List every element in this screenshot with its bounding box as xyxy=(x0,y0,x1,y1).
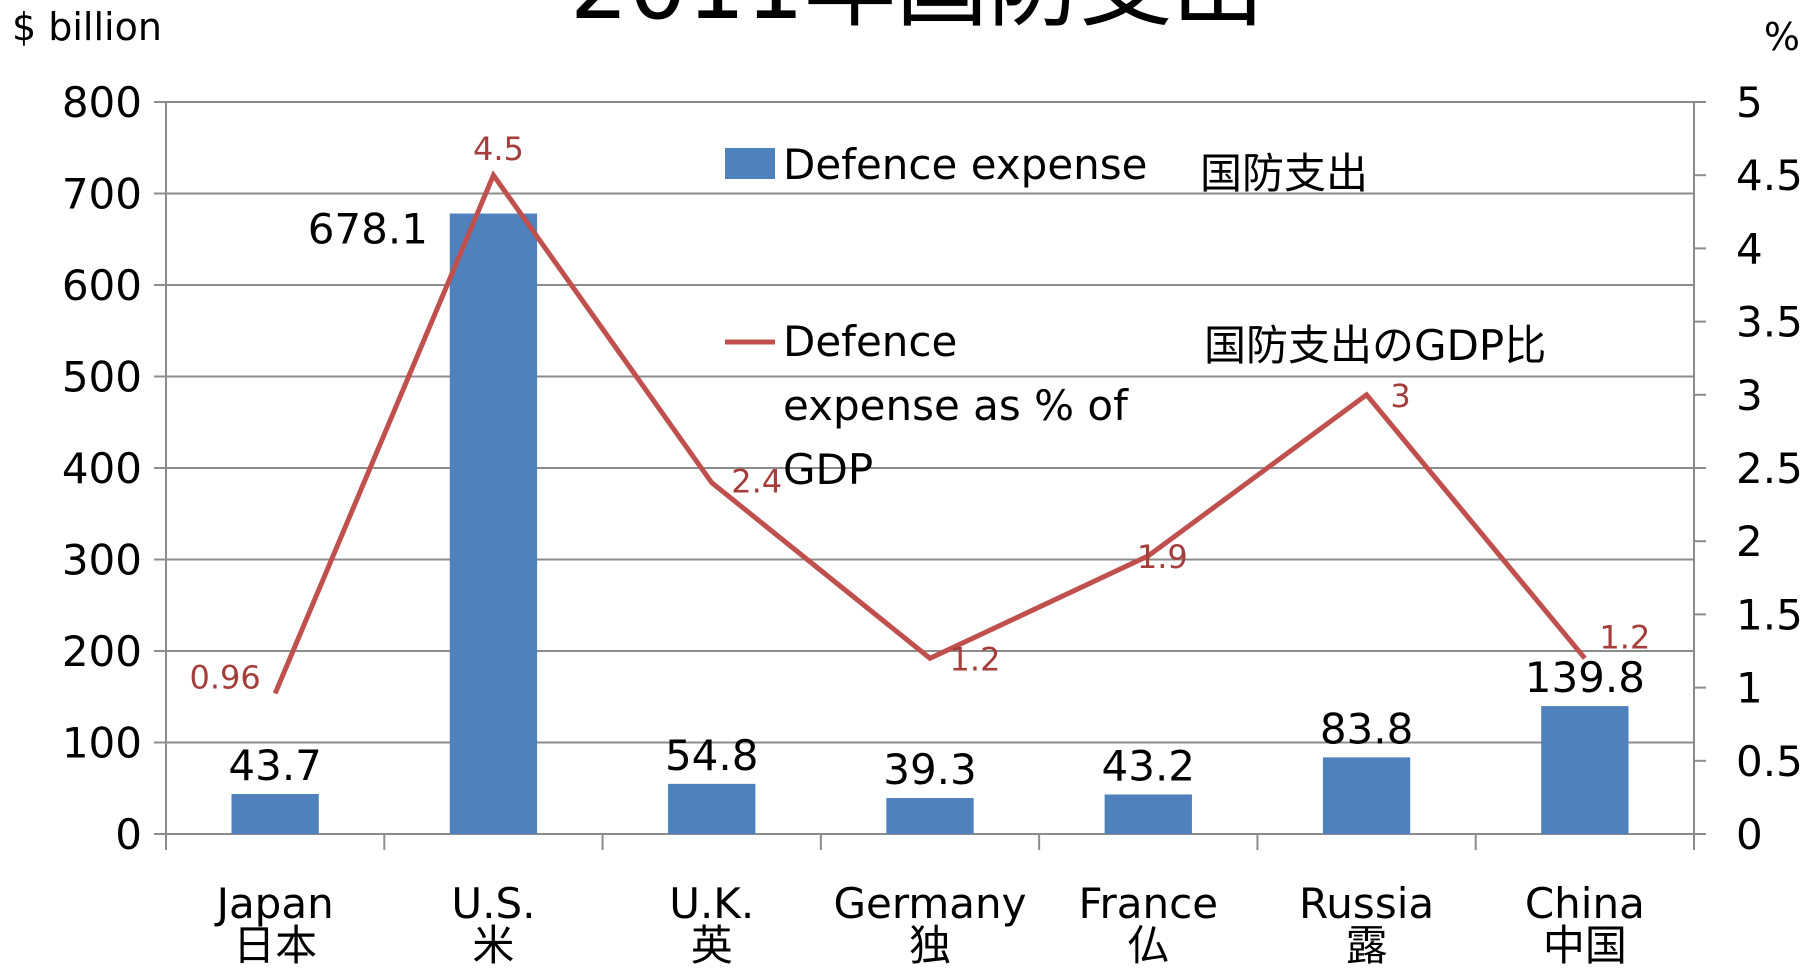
bar xyxy=(449,213,538,834)
y-tick-label: 600 xyxy=(62,261,142,310)
x-tick-label: 日本 xyxy=(233,921,317,970)
x-tick-label: 仏 xyxy=(1127,921,1169,970)
legend-label: 国防支出 xyxy=(1200,149,1369,198)
bar xyxy=(231,794,319,834)
data-label: 1.9 xyxy=(1137,538,1188,576)
x-tick-label: 米 xyxy=(472,921,514,970)
data-label: 0.96 xyxy=(190,658,261,696)
y2-tick-label: 4 xyxy=(1736,224,1763,273)
bar xyxy=(1104,794,1192,834)
data-label: 678.1 xyxy=(308,205,428,254)
data-label: 4.5 xyxy=(473,130,524,168)
y2-tick-label: 1.5 xyxy=(1736,590,1803,639)
data-label: 54.8 xyxy=(665,731,759,780)
x-tick-label: 独 xyxy=(909,921,951,970)
y2-axis-label: % xyxy=(1764,15,1800,59)
data-label: 83.8 xyxy=(1320,704,1414,753)
y-tick-label: 400 xyxy=(62,444,142,493)
x-tick-label: U.K. xyxy=(669,879,754,928)
y2-tick-label: 0 xyxy=(1736,810,1763,859)
y-tick-label: 700 xyxy=(62,170,142,219)
bar xyxy=(1322,757,1411,834)
data-label: 43.2 xyxy=(1102,741,1196,790)
legend-label: Defence expense as % of GDP xyxy=(783,317,1128,494)
line xyxy=(272,170,1587,695)
data-label: 1.2 xyxy=(1599,618,1650,656)
data-label: 43.7 xyxy=(228,741,322,790)
x-tick-label: 中国 xyxy=(1543,921,1627,970)
y2-tick-label: 1 xyxy=(1736,664,1763,713)
x-tick-label: 露 xyxy=(1346,921,1388,970)
y-tick-label: 800 xyxy=(62,78,142,127)
x-tick-label: China xyxy=(1525,879,1645,928)
y2-tick-label: 2 xyxy=(1736,517,1763,566)
data-label: 2.4 xyxy=(731,463,782,501)
y-tick-label: 500 xyxy=(62,353,142,402)
legend-label: Defence expense xyxy=(783,140,1148,189)
x-tick-label: France xyxy=(1078,879,1218,928)
data-label: 139.8 xyxy=(1525,653,1645,702)
y2-tick-label: 3.5 xyxy=(1736,298,1803,347)
data-label: 1.2 xyxy=(950,640,1001,678)
x-tick-label: Germany xyxy=(833,879,1026,928)
y2-tick-label: 3 xyxy=(1736,371,1763,420)
bar xyxy=(668,783,756,834)
y-tick-label: 200 xyxy=(62,627,142,676)
x-tick-label: U.S. xyxy=(451,879,535,928)
x-tick-label: Russia xyxy=(1299,879,1434,928)
x-tick-label: Japan xyxy=(214,879,334,928)
x-tick-label: 英 xyxy=(691,921,733,970)
bar xyxy=(1541,706,1629,834)
y-tick-label: 300 xyxy=(62,536,142,585)
data-label: 39.3 xyxy=(883,745,977,794)
legend-label: 国防支出のGDP比 xyxy=(1204,321,1547,370)
y-axis-label: $ billion xyxy=(12,5,162,49)
y-tick-label: 0 xyxy=(115,810,142,859)
y2-tick-label: 0.5 xyxy=(1736,737,1803,786)
y-tick-label: 100 xyxy=(62,719,142,768)
chart-title: 2011年国防支出 xyxy=(570,0,1264,40)
y2-tick-label: 4.5 xyxy=(1736,151,1803,200)
y2-tick-label: 2.5 xyxy=(1736,444,1803,493)
bar xyxy=(886,798,974,834)
data-label: 3 xyxy=(1390,377,1410,415)
legend-swatch xyxy=(725,148,775,179)
y2-tick-label: 5 xyxy=(1736,78,1763,127)
